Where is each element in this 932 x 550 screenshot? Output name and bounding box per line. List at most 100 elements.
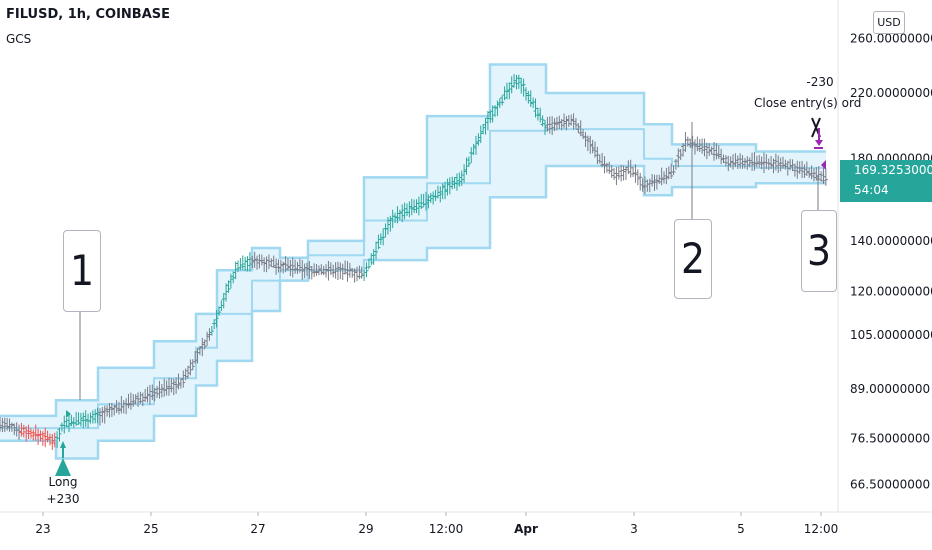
price-bar <box>792 163 797 177</box>
time-axis[interactable]: 23 25 27 29 12:00 Apr 3 5 12:00 <box>35 512 838 536</box>
price-bar <box>224 283 229 302</box>
price-bar <box>67 415 72 433</box>
price-bar <box>364 262 369 278</box>
price-bar <box>704 142 709 160</box>
price-bar <box>238 258 243 271</box>
price-bar <box>571 113 576 130</box>
price-bar <box>145 386 150 403</box>
price-bar <box>500 95 505 106</box>
price-bar <box>678 148 683 161</box>
price-bar <box>202 339 207 350</box>
price-bar <box>186 365 191 379</box>
price-bar <box>126 393 131 409</box>
price-bar <box>543 119 548 135</box>
price-bar <box>252 251 257 268</box>
price-bar <box>212 319 217 330</box>
price-bar <box>340 263 345 281</box>
price-bar <box>226 280 231 293</box>
price-bar <box>228 273 233 289</box>
price-bar <box>416 196 421 216</box>
price-bar <box>735 155 740 169</box>
price-bar <box>550 116 555 136</box>
price-bar <box>345 261 350 282</box>
price-bar <box>562 113 567 129</box>
price-bar <box>374 241 379 260</box>
price-bar <box>150 384 155 401</box>
symbol-title[interactable]: FILUSD, 1h, COINBASE <box>6 7 170 22</box>
price-axis[interactable]: 260.00000000220.00000000180.00000000140.… <box>850 31 932 491</box>
price-bar <box>281 261 286 274</box>
price-bar <box>438 186 443 203</box>
currency-button[interactable]: USD <box>873 11 905 34</box>
last-price-value: 169.32530000 <box>854 163 932 177</box>
price-bar <box>731 154 736 170</box>
price-bar <box>557 115 562 130</box>
price-bar <box>78 412 83 427</box>
price-bar <box>502 86 507 101</box>
exit-arrow <box>815 140 823 146</box>
time-tick-label: 12:00 <box>429 522 464 536</box>
price-bar <box>538 107 543 123</box>
price-bar <box>0 416 2 432</box>
price-bar <box>333 262 338 279</box>
price-bar <box>102 405 107 424</box>
indicator-label[interactable]: GCS <box>6 32 32 46</box>
price-bar <box>300 259 305 280</box>
channel-fill <box>0 64 826 459</box>
price-bar <box>81 412 86 429</box>
price-bar <box>547 116 552 134</box>
price-bar <box>343 260 348 275</box>
price-bar <box>424 191 429 211</box>
price-bar <box>216 306 221 316</box>
price-bar <box>616 166 621 180</box>
price-bar <box>457 172 462 187</box>
price-bar <box>109 402 114 417</box>
time-tick-label: Apr <box>514 522 538 536</box>
price-tick-label: 66.50000000 <box>850 477 930 491</box>
long-entry-arrow <box>55 458 71 476</box>
price-tick-label: 140.00000000 <box>850 234 932 248</box>
price-bar <box>9 422 14 432</box>
price-bar <box>428 192 433 203</box>
price-bar <box>669 163 674 179</box>
price-bar <box>440 183 445 200</box>
price-bar <box>459 170 464 186</box>
price-bar <box>271 255 276 268</box>
price-bar <box>97 408 102 426</box>
price-bar <box>621 165 626 181</box>
price-bar <box>378 233 383 245</box>
price-bar <box>140 392 145 407</box>
price-bar <box>466 156 471 167</box>
price-bar <box>359 266 364 279</box>
price-bar <box>147 384 152 405</box>
price-bar <box>819 171 824 182</box>
price-bar <box>650 174 655 187</box>
price-bar <box>414 199 419 214</box>
price-bar <box>312 263 317 278</box>
entry-qty: +230 <box>47 492 80 506</box>
price-bar <box>112 404 117 416</box>
price-bar <box>407 201 412 218</box>
price-bar <box>93 409 98 424</box>
price-bar <box>266 254 271 270</box>
price-bar <box>259 254 264 266</box>
price-bar <box>100 406 105 423</box>
price-bar <box>452 176 457 189</box>
price-bar <box>231 271 236 284</box>
price-bar <box>531 97 536 109</box>
price-bar <box>509 76 514 94</box>
price-bar <box>188 359 193 376</box>
price-bar <box>569 114 574 126</box>
price-bar <box>435 185 440 199</box>
price-bar <box>795 160 800 179</box>
price-bar <box>166 377 171 396</box>
exit-label: Close entry(s) ord <box>754 96 861 110</box>
price-bar <box>802 164 807 178</box>
price-bar <box>809 165 814 180</box>
price-bar <box>766 158 771 171</box>
price-bar <box>397 209 402 221</box>
price-bar <box>709 146 714 155</box>
price-bar <box>776 155 781 173</box>
price-bar <box>190 359 195 371</box>
